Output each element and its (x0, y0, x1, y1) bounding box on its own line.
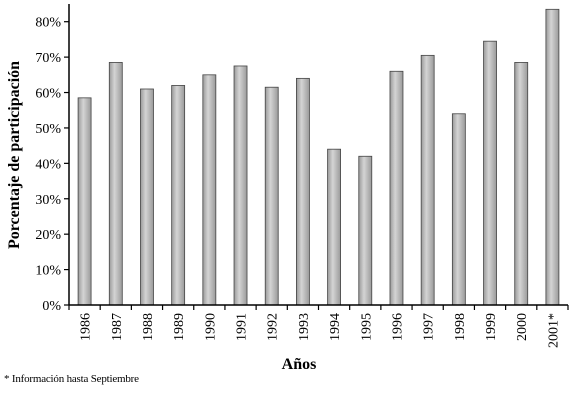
x-axis-title: Años (282, 356, 317, 373)
y-tick-label: 10% (35, 264, 61, 279)
x-tick-label: 1997 (422, 313, 437, 341)
bar-1989 (171, 85, 186, 306)
bar-1986 (77, 97, 92, 306)
footnote: * Información hasta Septiembre (4, 373, 139, 385)
bar-1990 (202, 74, 217, 306)
y-tick-label: 30% (35, 193, 61, 208)
x-tick-label: 1988 (141, 313, 156, 341)
x-tick-label: 1990 (203, 313, 218, 341)
x-tick-label: 1987 (110, 313, 125, 341)
bar-1999 (483, 40, 497, 306)
bar-1997 (420, 54, 435, 306)
x-tick-label: 1999 (484, 313, 499, 341)
y-tick-label: 70% (35, 51, 61, 66)
x-tick-label: 1993 (297, 313, 312, 341)
bar-1988 (140, 88, 154, 306)
x-tick-label: 1995 (359, 313, 374, 341)
y-axis-title: Porcentaje de participación (6, 61, 23, 249)
bar-1995 (358, 155, 373, 306)
x-tick-label: 1996 (390, 313, 405, 341)
bar-1987 (108, 62, 123, 306)
y-tick-label: 40% (35, 157, 61, 172)
bar-2000 (514, 62, 529, 306)
y-tick-label: 80% (35, 16, 61, 31)
x-tick-label: 1986 (79, 313, 94, 341)
bar-1992 (264, 86, 279, 306)
x-tick-label: 1989 (172, 313, 187, 341)
x-tick-label: 1992 (266, 313, 281, 341)
x-tick-label: 1998 (453, 313, 468, 341)
x-tick-label: 1994 (328, 313, 343, 341)
y-tick-label: 20% (35, 228, 61, 243)
bar-1996 (389, 70, 404, 306)
y-tick-label: 60% (35, 87, 61, 102)
y-tick-label: 0% (42, 299, 61, 314)
y-tick-label: 50% (35, 122, 61, 137)
bar-1994 (327, 148, 341, 306)
bar-1991 (233, 65, 248, 306)
bar-2001* (545, 8, 560, 306)
x-tick-label: 1991 (235, 313, 250, 341)
bar-1998 (451, 113, 466, 306)
x-tick-label: 2000 (515, 313, 530, 341)
bar-1993 (296, 77, 310, 306)
x-tick-label: 2001* (546, 313, 561, 348)
